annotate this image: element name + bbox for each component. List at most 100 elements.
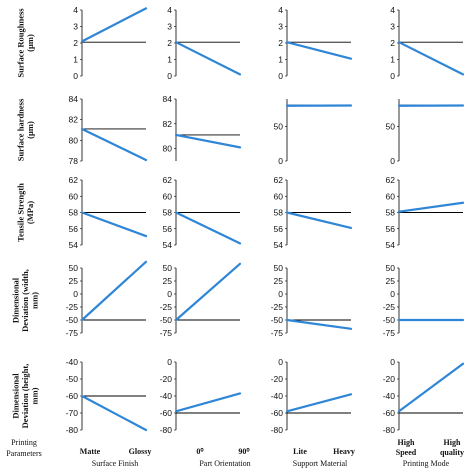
- tick-label-r4-c4-4: -50: [383, 315, 396, 325]
- tick-label-r4-c1-0: 50: [69, 263, 79, 273]
- series-line-r4-c3: [285, 318, 353, 330]
- series-line-r3-c4: [397, 201, 465, 213]
- tick-label-r1-c4-2: 2: [390, 38, 395, 48]
- tick-label-r3-c2-4: 62: [163, 175, 173, 185]
- series-line-r1-c1: [80, 7, 148, 43]
- tick-label-r5-c1-2: -60: [66, 391, 79, 401]
- row-ylabel-4-line-2: Deviation (width,: [20, 269, 30, 332]
- tick-label-r3-c2-3: 60: [163, 191, 173, 201]
- row-ylabel-5-line-1: Dimensional: [11, 373, 21, 419]
- tick-label-r4-c1-4: -50: [66, 315, 79, 325]
- tick-label-r1-c1-1: 1: [73, 55, 78, 65]
- tick-label-r5-c3-1: -20: [271, 374, 284, 384]
- group-label-3: Support Material: [293, 459, 348, 468]
- row-ylabel-1-line-2: (µm): [25, 34, 35, 52]
- tick-label-r3-c3-0: 54: [274, 240, 284, 250]
- tick-label-r5-c2-2: -40: [160, 391, 173, 401]
- tick-label-r4-c3-1: 25: [274, 276, 284, 286]
- level-label-c4-2-b: quality: [440, 448, 464, 457]
- tick-label-r3-c3-1: 56: [274, 224, 284, 234]
- tick-label-r3-c4-2: 58: [386, 208, 396, 218]
- level-label-c1-2: Glossy: [129, 447, 152, 456]
- tick-label-r3-c4-0: 54: [386, 240, 396, 250]
- tick-label-r5-c4-2: -40: [383, 391, 396, 401]
- tick-label-r2-c2-1: 82: [163, 119, 173, 129]
- tick-label-r5-c2-4: -80: [160, 425, 173, 435]
- tick-label-r1-c2-2: 2: [167, 38, 172, 48]
- tick-label-r1-c3-1: 1: [278, 55, 283, 65]
- tick-label-r4-c3-4: -50: [271, 315, 284, 325]
- tick-label-r1-c2-4: 4: [167, 5, 172, 15]
- tick-label-r2-c4-0: 50: [386, 122, 396, 132]
- tick-label-r4-c4-5: -75: [383, 328, 396, 338]
- row-ylabel-4-line-3: mm): [30, 292, 40, 309]
- series-line-r5-c1: [80, 394, 148, 432]
- series-line-r3-c3: [285, 211, 353, 230]
- tick-label-r1-c2-0: 0: [167, 71, 172, 81]
- row-title-line-2: Parameters: [6, 449, 42, 458]
- tick-label-r5-c3-3: -60: [271, 408, 284, 418]
- tick-label-r5-c4-1: -20: [383, 374, 396, 384]
- tick-label-r1-c4-3: 3: [390, 22, 395, 32]
- tick-label-r2-c2-2: 84: [163, 94, 173, 104]
- tick-label-r4-c4-3: -25: [383, 302, 396, 312]
- tick-label-r4-c2-2: 0: [167, 289, 172, 299]
- tick-label-r4-c2-4: -50: [160, 315, 173, 325]
- tick-label-r5-c3-2: -40: [271, 391, 284, 401]
- tick-label-r1-c1-0: 0: [73, 71, 78, 81]
- series-line-r5-c4: [397, 362, 465, 413]
- tick-label-r4-c3-3: -25: [271, 302, 284, 312]
- tick-label-r4-c2-0: 50: [163, 263, 173, 273]
- series-line-r2-c1: [80, 127, 148, 162]
- tick-label-r1-c3-0: 0: [278, 71, 283, 81]
- row-ylabel-5-line-3: mm): [30, 387, 40, 404]
- series-line-r1-c3: [285, 41, 353, 60]
- tick-label-r2-c1-0: 78: [69, 156, 79, 166]
- tick-label-r2-c4-1: 0: [390, 156, 395, 166]
- level-label-c1-1: Matte: [80, 447, 101, 456]
- series-line-r5-c3: [285, 393, 353, 413]
- row-ylabel-3-line-1: Tensile Strength: [15, 183, 25, 242]
- level-label-c2-2: 90⁰: [238, 447, 250, 456]
- series-line-r1-c2: [174, 41, 242, 76]
- series-line-r3-c2: [174, 211, 242, 245]
- tick-label-r5-c4-0: 0: [390, 357, 395, 367]
- tick-label-r5-c3-0: 0: [278, 357, 283, 367]
- tick-label-r1-c4-0: 0: [390, 71, 395, 81]
- tick-label-r3-c3-2: 58: [274, 208, 284, 218]
- tick-label-r4-c4-2: 0: [390, 289, 395, 299]
- tick-label-r1-c3-3: 3: [278, 22, 283, 32]
- group-label-1: Surface Finish: [92, 459, 138, 468]
- tick-label-r1-c2-3: 3: [167, 22, 172, 32]
- tick-label-r5-c2-0: 0: [167, 357, 172, 367]
- level-label-c4-2-a: High: [444, 438, 461, 447]
- row-ylabel-4-line-1: Dimensional: [11, 277, 21, 323]
- tick-label-r5-c1-4: -80: [66, 425, 79, 435]
- tick-label-r4-c2-3: -25: [160, 302, 173, 312]
- tick-label-r3-c3-3: 60: [274, 191, 284, 201]
- tick-label-r3-c1-4: 62: [69, 175, 79, 185]
- level-label-c3-2: Heavy: [333, 447, 355, 456]
- row-ylabel-2-line-1: Surface hardness: [15, 98, 25, 161]
- series-line-r4-c2: [174, 262, 242, 322]
- tick-label-r5-c4-3: -60: [383, 408, 396, 418]
- tick-label-r1-c4-4: 4: [390, 5, 395, 15]
- row-ylabel-2-line-2: (µm): [25, 121, 35, 139]
- tick-label-r4-c1-3: -25: [66, 302, 79, 312]
- tick-label-r1-c2-1: 1: [167, 55, 172, 65]
- tick-label-r1-c3-2: 2: [278, 38, 283, 48]
- level-label-c3-1: Lite: [293, 447, 307, 456]
- series-line-r4-c1: [80, 260, 148, 322]
- tick-label-r5-c4-4: -80: [383, 425, 396, 435]
- tick-label-r4-c1-5: -75: [66, 328, 79, 338]
- tick-label-r3-c2-1: 56: [163, 224, 173, 234]
- tick-label-r5-c3-4: -80: [271, 425, 284, 435]
- series-line-r1-c4: [397, 41, 465, 76]
- tick-label-r2-c1-2: 82: [69, 115, 79, 125]
- tick-label-r2-c1-3: 84: [69, 94, 79, 104]
- tick-label-r3-c2-0: 54: [163, 240, 173, 250]
- tick-label-r3-c1-3: 60: [69, 191, 79, 201]
- tick-label-r5-c2-3: -60: [160, 408, 173, 418]
- level-label-c2-1: 0⁰: [196, 447, 204, 456]
